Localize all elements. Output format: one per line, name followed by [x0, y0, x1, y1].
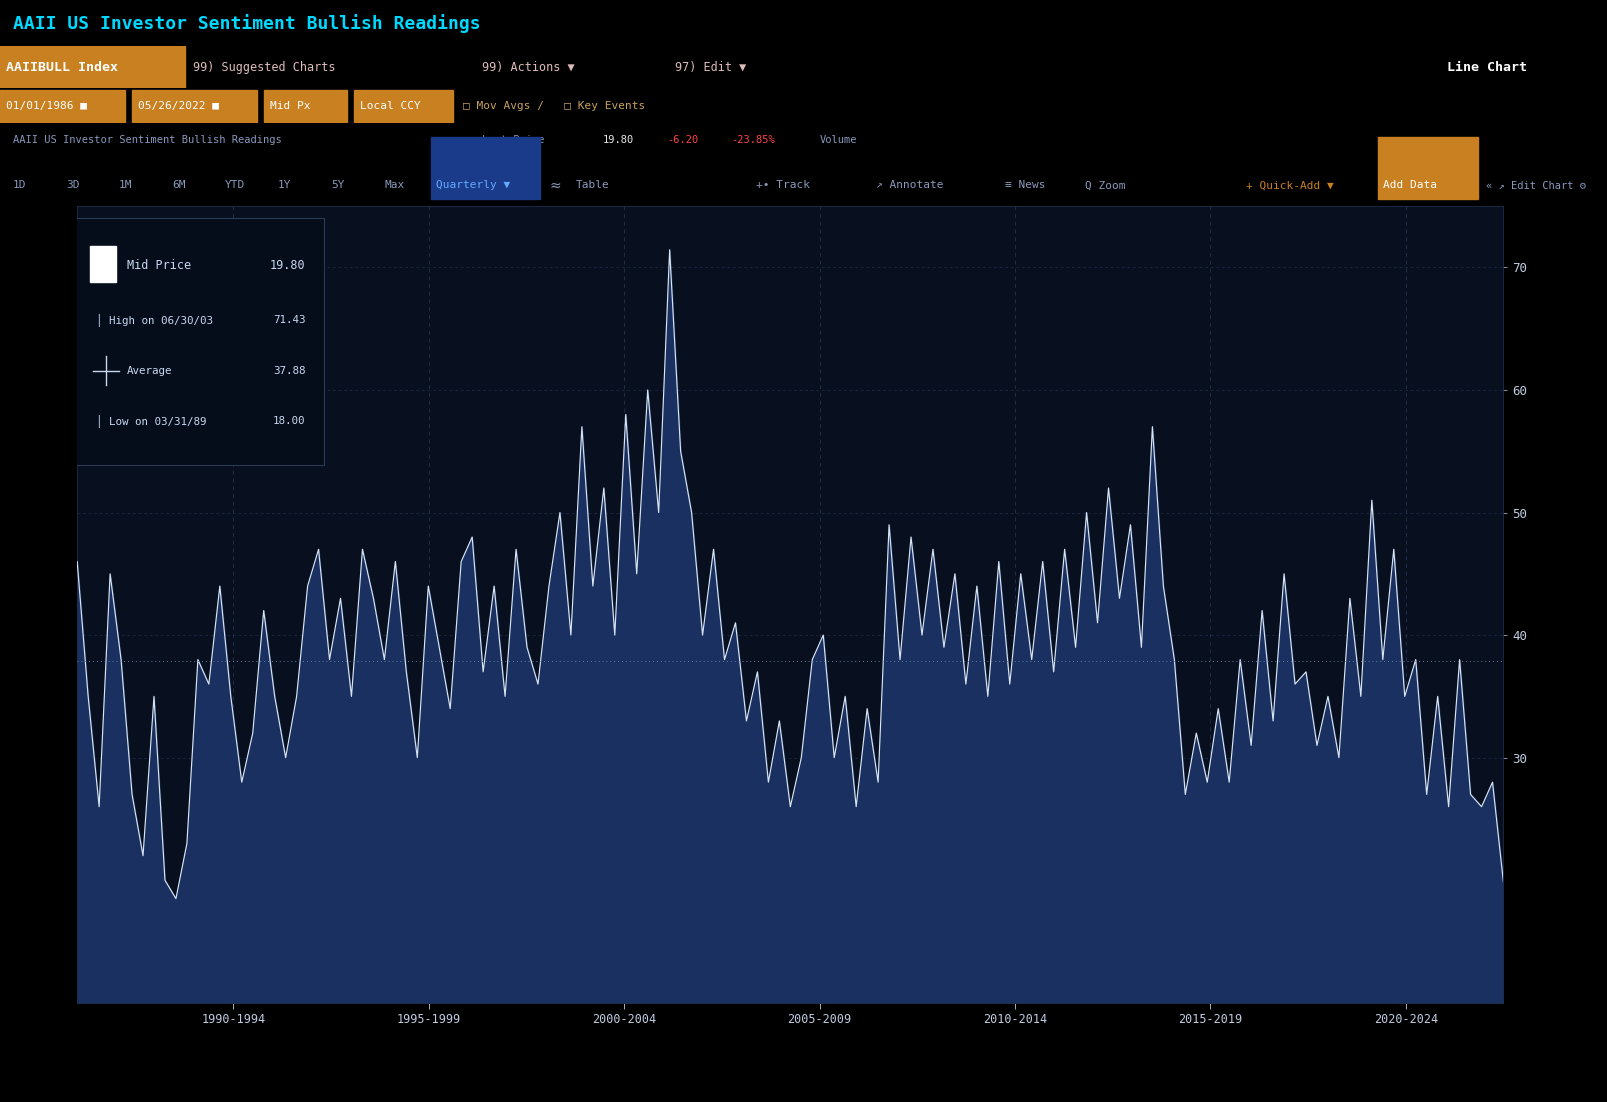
Text: 71.43: 71.43	[273, 315, 305, 325]
Text: 99) Suggested Charts: 99) Suggested Charts	[193, 61, 336, 74]
Text: 19.80: 19.80	[270, 259, 305, 272]
Text: 97) Edit ▼: 97) Edit ▼	[675, 61, 746, 74]
Bar	[264, 90, 347, 121]
Bar	[0, 46, 185, 88]
Text: Line Chart: Line Chart	[1446, 61, 1527, 74]
Text: ↗ Annotate: ↗ Annotate	[876, 181, 943, 191]
Text: 37.88: 37.88	[273, 366, 305, 376]
Bar	[354, 90, 453, 121]
Text: Local CCY: Local CCY	[360, 100, 421, 111]
Text: 5Y: 5Y	[331, 181, 344, 191]
Text: 3D: 3D	[66, 181, 79, 191]
Text: AAII US Investor Sentiment Bullish Readings: AAII US Investor Sentiment Bullish Readi…	[13, 13, 480, 33]
Text: Add Data: Add Data	[1382, 181, 1437, 191]
Text: Q Zoom: Q Zoom	[1085, 181, 1125, 191]
Text: Mid Price: Mid Price	[127, 259, 191, 272]
Text: + Quick-Add ▼: + Quick-Add ▼	[1245, 181, 1334, 191]
Bar	[431, 137, 540, 199]
Bar	[132, 90, 257, 121]
Text: AAII US Investor Sentiment Bullish Readings: AAII US Investor Sentiment Bullish Readi…	[13, 134, 281, 145]
Text: 18.00: 18.00	[273, 417, 305, 426]
Bar	[0, 90, 125, 121]
Bar	[1377, 137, 1477, 199]
Text: Quarterly ▼: Quarterly ▼	[435, 181, 509, 191]
Text: YTD: YTD	[225, 181, 246, 191]
Text: Max: Max	[384, 181, 405, 191]
Text: Mid Px: Mid Px	[270, 100, 310, 111]
Text: 1Y: 1Y	[278, 181, 291, 191]
Text: Last Price: Last Price	[482, 134, 545, 145]
Text: 1M: 1M	[119, 181, 132, 191]
Text: │ High on 06/30/03: │ High on 06/30/03	[96, 314, 212, 327]
Text: 01/01/1986 ■: 01/01/1986 ■	[6, 100, 87, 111]
Text: -6.20: -6.20	[667, 134, 697, 145]
Text: Average: Average	[127, 366, 172, 376]
FancyBboxPatch shape	[74, 218, 323, 465]
Text: 19.80: 19.80	[1528, 876, 1564, 889]
Text: □ Mov Avgs /   □ Key Events: □ Mov Avgs / □ Key Events	[463, 100, 644, 111]
Text: « ↗ Edit Chart ⚙: « ↗ Edit Chart ⚙	[1485, 181, 1585, 191]
Text: │ Low on 03/31/89: │ Low on 03/31/89	[96, 414, 206, 428]
Text: ≡ News: ≡ News	[1004, 181, 1045, 191]
Text: ≈: ≈	[550, 179, 561, 193]
Text: Table: Table	[575, 181, 609, 191]
Text: +• Track: +• Track	[755, 181, 810, 191]
Text: 1D: 1D	[13, 181, 26, 191]
Text: Volume: Volume	[820, 134, 857, 145]
Text: -23.85%: -23.85%	[731, 134, 775, 145]
Text: 6M: 6M	[172, 181, 185, 191]
Text: 05/26/2022 ■: 05/26/2022 ■	[138, 100, 219, 111]
Text: 99) Actions ▼: 99) Actions ▼	[482, 61, 575, 74]
Text: 19.80: 19.80	[603, 134, 633, 145]
Text: AAIIBULL Index: AAIIBULL Index	[6, 61, 119, 74]
Bar	[90, 246, 116, 282]
